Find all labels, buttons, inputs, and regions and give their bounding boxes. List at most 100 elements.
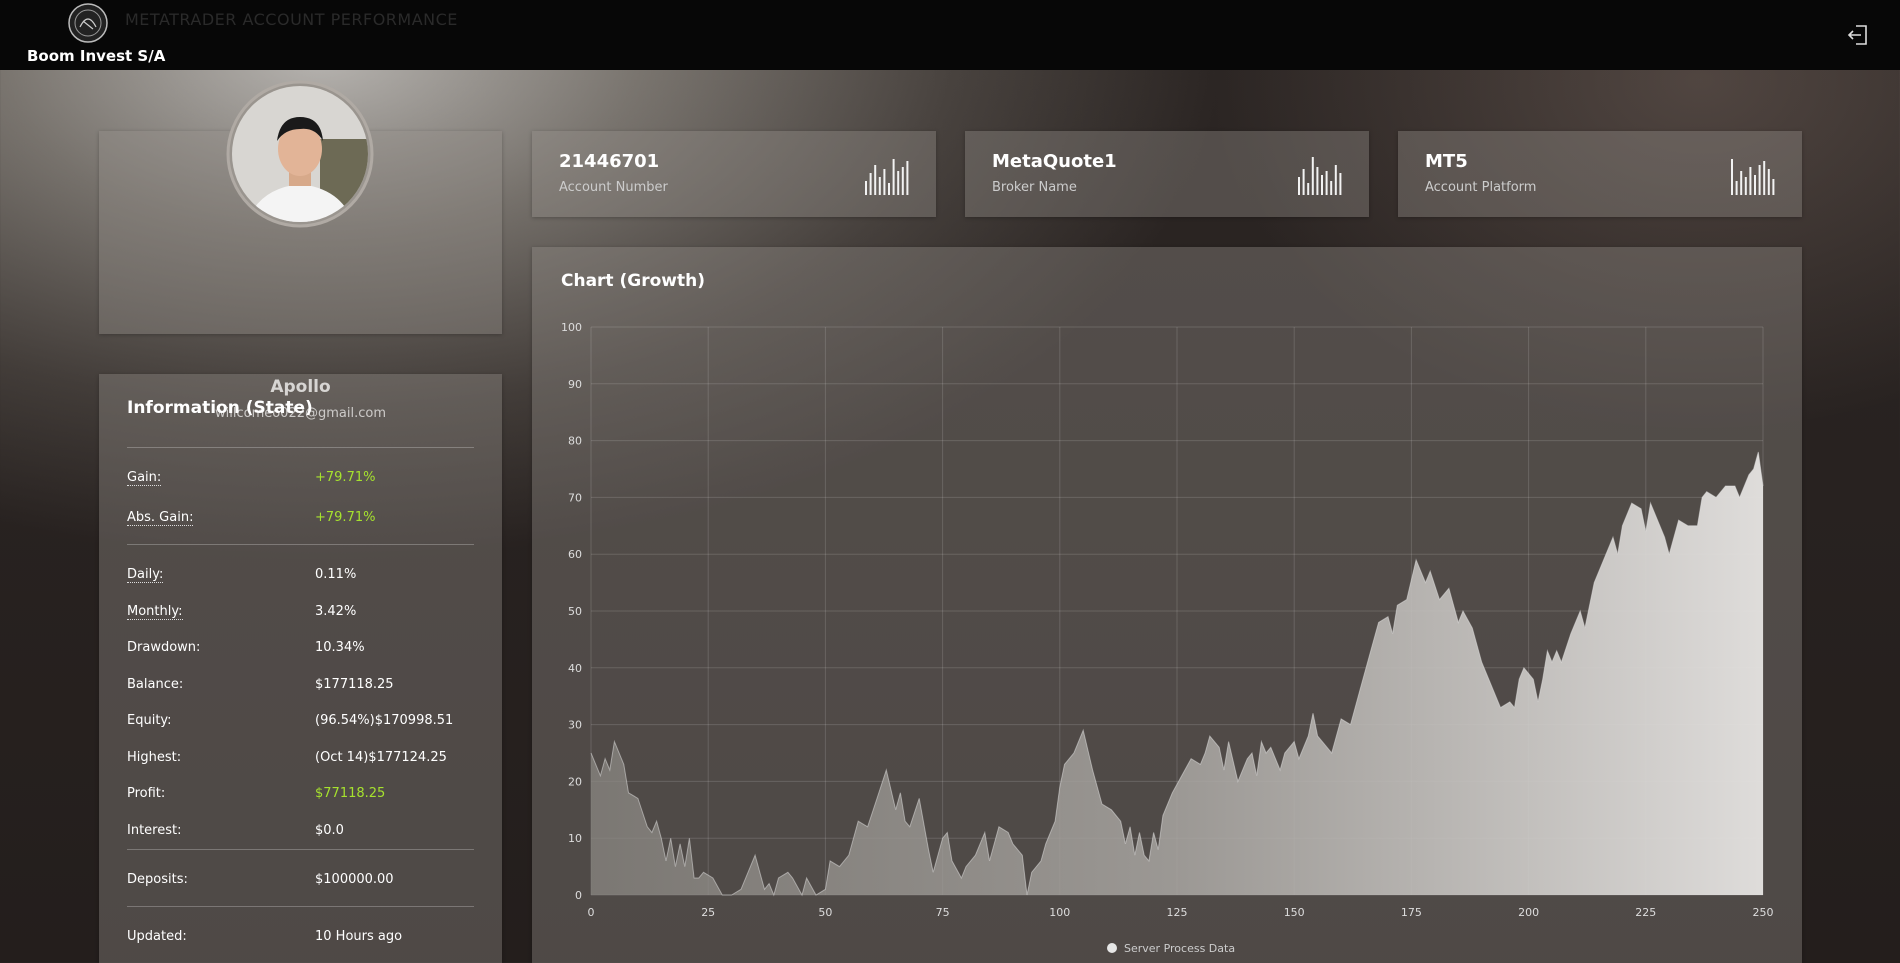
logo <box>68 3 108 43</box>
info-value: (96.54%)$170998.51 <box>315 713 454 728</box>
icon-bar <box>878 177 881 195</box>
legend-label: Server Process Data <box>1124 942 1235 955</box>
y-tick-label: 60 <box>568 548 582 561</box>
icon-bar <box>1330 181 1333 195</box>
avatar <box>226 80 374 228</box>
icon-bar <box>865 181 867 195</box>
divider <box>127 906 474 907</box>
info-value: $0.0 <box>315 822 344 838</box>
icon-bar <box>883 169 886 195</box>
icon-bar <box>1307 183 1310 195</box>
divider <box>127 447 474 448</box>
icon-bar <box>1321 175 1323 195</box>
card-icon <box>1731 159 1775 195</box>
icon-bar <box>1749 167 1752 195</box>
logout-button[interactable] <box>1846 23 1870 47</box>
stat-card: MetaQuote1 Broker Name <box>965 131 1369 217</box>
y-tick-label: 50 <box>568 605 582 618</box>
x-tick-label: 50 <box>818 906 832 919</box>
info-label: Balance: <box>127 676 184 692</box>
y-tick-label: 0 <box>575 889 582 902</box>
y-tick-label: 20 <box>568 775 582 788</box>
brand: Boom Invest S/A <box>27 47 166 65</box>
profile-name: Apollo <box>270 377 331 397</box>
x-tick-label: 75 <box>936 906 950 919</box>
info-value: 3.42% <box>315 603 357 619</box>
card-label: Account Number <box>559 180 668 195</box>
info-label: Abs. Gain: <box>127 510 194 526</box>
icon-bar <box>1731 159 1733 195</box>
info-title: Information (State) <box>127 398 313 418</box>
info-value: 10 Hours ago <box>315 929 403 944</box>
info-label: Highest: <box>127 749 182 765</box>
info-value: 10.34% <box>315 640 365 655</box>
card-icon <box>865 159 909 195</box>
icon-bar <box>906 161 909 195</box>
icon-bar <box>1763 161 1766 195</box>
y-tick-label: 90 <box>568 378 582 391</box>
info-label: Deposits: <box>127 872 188 887</box>
card-icon <box>1298 157 1342 195</box>
info-label: Gain: <box>127 470 162 486</box>
icon-bar <box>901 167 904 195</box>
icon-bar <box>1311 157 1314 195</box>
y-tick-label: 70 <box>568 491 582 504</box>
info-value: $100000.00 <box>315 872 394 887</box>
card-value: MT5 <box>1425 151 1468 172</box>
stat-card: MT5 Account Platform <box>1398 131 1802 217</box>
icon-bar <box>1758 165 1761 195</box>
divider <box>127 544 474 545</box>
x-tick-label: 125 <box>1167 906 1188 919</box>
info-value: $177118.25 <box>315 676 394 692</box>
card-value: MetaQuote1 <box>992 151 1117 172</box>
icon-bar <box>1767 169 1770 195</box>
icon-bar <box>892 159 895 195</box>
icon-bar <box>1316 167 1319 195</box>
card-label: Account Platform <box>1425 180 1537 195</box>
info-value: $77118.25 <box>315 786 386 801</box>
icon-bar <box>1334 165 1337 195</box>
icon-bar <box>1298 177 1300 195</box>
y-tick-label: 40 <box>568 662 582 675</box>
x-tick-label: 150 <box>1284 906 1305 919</box>
chart-title: Chart (Growth) <box>561 271 705 291</box>
icon-bar <box>874 165 877 195</box>
y-tick-label: 80 <box>568 435 582 448</box>
info-value: (Oct 14)$177124.25 <box>315 749 447 765</box>
icon-bar <box>897 171 900 195</box>
info-label: Updated: <box>127 929 187 944</box>
y-tick-label: 30 <box>568 719 582 732</box>
y-tick-label: 10 <box>568 832 582 845</box>
divider <box>127 849 474 850</box>
icon-bar <box>888 183 890 195</box>
icon-bar <box>1740 171 1743 195</box>
card-value: 21446701 <box>559 151 660 172</box>
icon-bar <box>1754 175 1756 195</box>
info-label: Equity: <box>127 713 172 728</box>
icon-bar <box>1772 179 1775 195</box>
header-title: METATRADER ACCOUNT PERFORMANCE <box>125 10 458 29</box>
icon-bar <box>869 173 872 195</box>
x-tick-label: 175 <box>1401 906 1422 919</box>
info-label: Interest: <box>127 822 182 838</box>
area-line <box>590 451 1764 897</box>
top-bar: METATRADER ACCOUNT PERFORMANCE Boom Inve… <box>0 0 1900 70</box>
info-label: Profit: <box>127 786 166 801</box>
x-tick-label: 25 <box>701 906 715 919</box>
x-tick-label: 100 <box>1049 906 1070 919</box>
x-tick-label: 0 <box>588 906 595 919</box>
info-value: 0.11% <box>315 567 357 582</box>
stat-card: 21446701 Account Number <box>532 131 936 217</box>
info-card: Information (State) Gain: +79.71% Abs. Gai… <box>99 374 502 963</box>
info-label: Monthly: <box>127 603 183 620</box>
icon-bar <box>1302 169 1305 195</box>
icon-bar <box>1339 173 1342 195</box>
x-tick-label: 250 <box>1753 906 1774 919</box>
info-value: +79.71% <box>315 470 376 485</box>
y-tick-label: 100 <box>561 321 582 334</box>
area-fill <box>591 452 1763 895</box>
x-tick-label: 225 <box>1635 906 1656 919</box>
info-label: Daily: <box>127 567 164 583</box>
